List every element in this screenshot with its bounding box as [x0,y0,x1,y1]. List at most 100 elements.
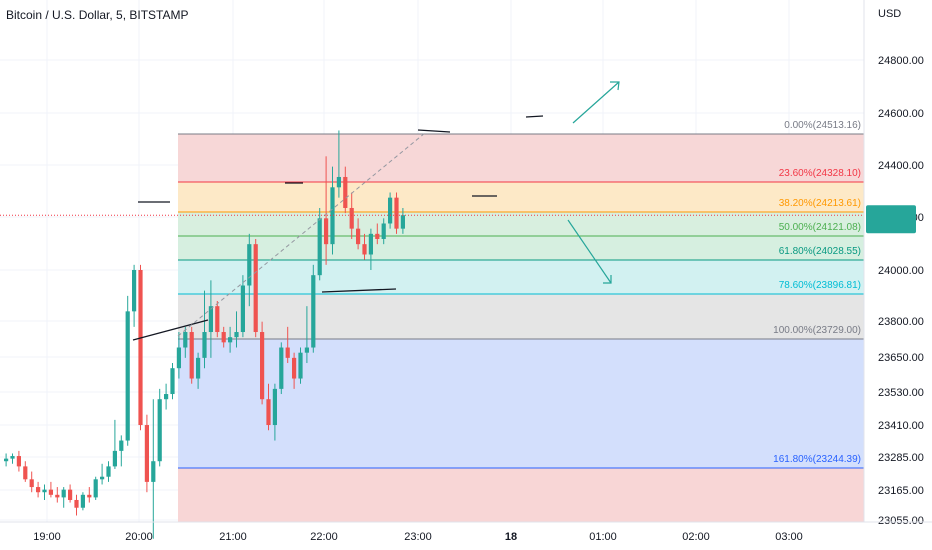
fib-zone [178,236,864,260]
time-axis[interactable]: 19:00 20:00 21:00 22:00 23:00 18 01:00 02:00 03:… [0,521,932,543]
candle-body [157,399,162,462]
candle-body [48,489,53,495]
candle-body [55,494,60,498]
candle-body [87,494,92,498]
candle-body [4,458,9,462]
candle-body [266,399,271,426]
price-tick-label: 23285.00 [878,452,924,464]
time-tick-label: 22:00 [310,531,338,543]
time-tick-label: 20:00 [125,531,153,543]
fib-retracement[interactable]: 0.00%(24513.16) 23.60%(24328.10) 38.20%(24… [178,120,864,522]
candle-body [132,270,137,312]
candle-body [362,244,367,255]
fib-level-label: 100.00%(23729.00) [773,325,861,336]
candle-body [388,197,393,224]
candle-body [260,332,265,400]
fib-zone [178,468,864,522]
candle-body [221,332,226,343]
candle-body [144,425,149,482]
candle-body [375,233,380,239]
price-tick-label: 23800.00 [878,316,924,328]
candle-body [368,233,373,255]
candle-body [138,270,143,426]
candle-body [208,306,213,333]
candle-body [317,218,322,276]
candle-body [125,311,130,441]
candle-body [228,337,233,343]
candle-body [170,368,175,395]
candle-body [343,176,348,208]
price-tick-label: 24800.00 [878,55,924,67]
fib-zone [178,294,864,339]
fib-level-label: 50.00%(24121.08) [779,222,861,233]
current-price-badge: 24356.00 04:35 [866,169,916,234]
candle-body [29,479,34,488]
candle-body [119,440,124,451]
price-tick-label: 24000.00 [878,265,924,277]
horizontal-ray-3 [321,288,397,293]
candle-body [61,489,66,498]
fib-zone [178,260,864,294]
fib-level-label: 61.80%(24028.55) [779,246,861,257]
candle-body [23,466,28,480]
time-tick-label: 21:00 [219,531,247,543]
fib-level-label: 38.20%(24213.61) [779,198,861,209]
trendline-low [132,319,209,341]
candle-body [100,476,105,480]
candle-body [234,332,239,338]
candle-body [336,176,341,188]
candle-body [42,489,47,493]
candle-body [298,352,303,379]
countdown-timer: 04:35 [877,182,905,194]
candle-body [304,347,309,353]
candle-body [394,197,399,229]
candle-body [381,223,386,239]
candle-body [189,332,194,379]
candle-body [196,357,201,379]
candle-body [202,332,207,358]
price-tick-label: 23530.00 [878,387,924,399]
fib-level-label: 23.60%(24328.10) [779,168,861,179]
candle-body [16,456,21,467]
current-price-value: 24356.00 [868,169,914,181]
candle-body [183,332,188,348]
candle-body [176,347,181,369]
time-tick-label: 01:00 [589,531,617,543]
horizontal-ray-4 [417,129,451,133]
time-tick-label: 03:00 [775,531,803,543]
candle-body [240,285,245,333]
arrow-up-icon [572,81,620,124]
candle-body [36,487,41,493]
price-tick-label: 24400.00 [878,160,924,172]
price-tick-label: 23410.00 [878,420,924,432]
currency-label: USD [878,8,901,20]
time-tick-label: 19:00 [33,531,61,543]
candle-body [93,479,98,498]
candle-body [292,357,297,379]
fib-level-label: 0.00%(24513.16) [784,120,861,131]
candle-body [215,306,220,333]
fib-level-label: 161.80%(23244.39) [773,454,861,465]
time-tick-label: 23:00 [404,531,432,543]
price-axis[interactable]: USD 24800.0024600.0024400.0024200.002400… [863,0,932,527]
candle-body [311,275,316,348]
candle-body [400,215,405,229]
candle-body [68,489,73,500]
price-tick-label: 23165.00 [878,485,924,497]
candle-body [272,388,277,426]
candle-body [112,450,117,467]
candle-body [285,347,290,358]
time-tick-label: 18 [505,531,517,543]
fib-zone [178,212,864,236]
time-tick-label: 02:00 [682,531,710,543]
candle-body [349,207,354,229]
user-drawings[interactable] [132,81,620,341]
candle-body [356,228,361,245]
candlestick-series [4,130,405,539]
price-tick-label: 24600.00 [878,108,924,120]
arrow-down-icon [567,219,612,284]
symbol-title[interactable]: Bitcoin / U.S. Dollar, 5, BITSTAMP [6,8,189,22]
fib-zone [178,182,864,212]
candle-body [106,466,111,477]
